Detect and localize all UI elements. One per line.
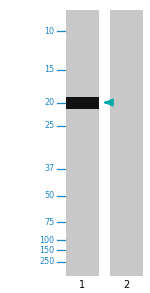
Text: 37: 37: [44, 164, 54, 173]
Text: 100: 100: [39, 236, 54, 245]
Text: 20: 20: [44, 98, 54, 107]
Text: 250: 250: [39, 257, 54, 266]
Text: 75: 75: [44, 218, 54, 226]
Text: 150: 150: [39, 246, 54, 255]
Text: 2: 2: [123, 280, 130, 290]
Text: 10: 10: [44, 27, 54, 36]
Text: 1: 1: [79, 280, 85, 290]
Bar: [66, 97, 99, 109]
Text: 25: 25: [44, 121, 54, 130]
Bar: [66, 10, 99, 276]
Text: 50: 50: [44, 191, 54, 200]
Text: 15: 15: [44, 66, 54, 74]
Bar: [110, 10, 143, 276]
